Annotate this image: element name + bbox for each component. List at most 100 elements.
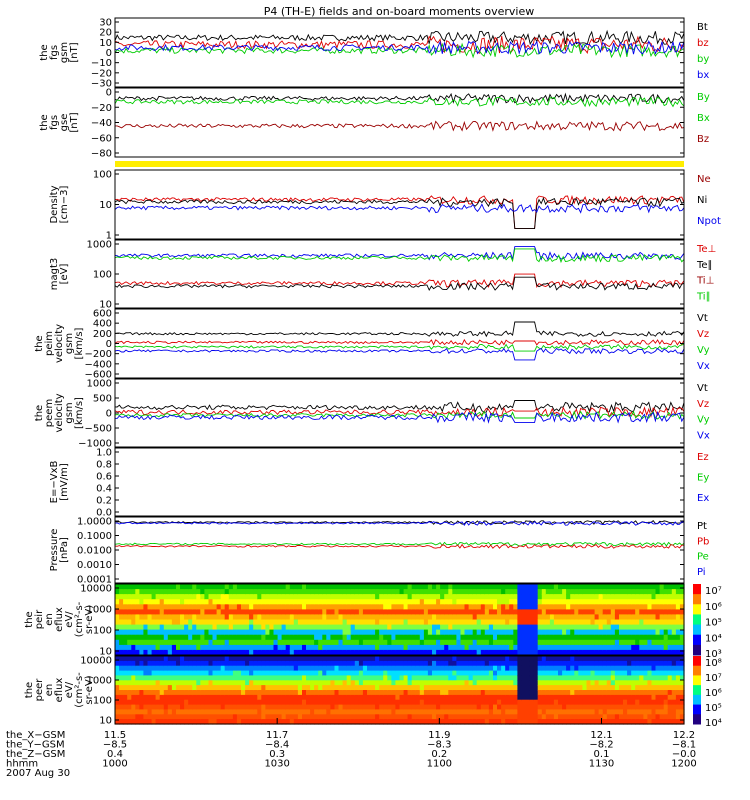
legend-density-2: Npot — [697, 216, 721, 227]
spectrogram-cell — [375, 624, 380, 631]
spectrogram-cell — [505, 665, 510, 672]
spectrogram-cell — [505, 619, 510, 626]
spectrogram-cell — [127, 624, 132, 631]
spectrogram-cell — [582, 589, 588, 595]
spectrogram-cell — [297, 649, 303, 656]
spectrogram-cell — [427, 690, 433, 696]
spectrogram-cell — [387, 594, 392, 600]
spectrogram-cell — [399, 699, 405, 706]
spectrogram-cell — [310, 609, 315, 616]
spectrogram-cell — [326, 594, 331, 600]
spectrogram-cell — [306, 665, 311, 672]
spectrogram-cell — [188, 619, 193, 626]
spectrogram-cell — [651, 639, 657, 646]
spectrogram-cell — [212, 709, 218, 715]
spectrogram-cell — [582, 709, 588, 715]
spectrogram-cell — [570, 656, 575, 662]
spectrogram-cell — [249, 609, 254, 616]
spectrogram-cell — [314, 594, 319, 600]
spectrogram-cell — [529, 680, 535, 686]
spectrogram-cell — [245, 604, 250, 610]
spectrogram-cell — [383, 614, 388, 621]
spectrogram-cell — [273, 624, 279, 631]
spectrogram-cell — [452, 685, 457, 691]
spectrogram-cell — [371, 649, 376, 656]
spectrogram-cell — [488, 699, 494, 706]
spectrogram-cell — [497, 675, 502, 681]
spectrogram-cell — [619, 675, 624, 681]
spectrogram-cell — [407, 660, 413, 667]
spectrogram-cell — [411, 594, 417, 600]
spectrogram-cell — [293, 665, 299, 672]
spectrogram-cell — [265, 714, 271, 720]
spectrogram-cell — [245, 709, 250, 715]
spectrogram-cell — [139, 629, 145, 636]
spectrogram-cell — [249, 594, 254, 600]
spectrogram-cell — [330, 665, 336, 672]
spectrogram-cell — [314, 656, 319, 662]
spectrogram-cell — [362, 694, 368, 701]
y-tick-label: −20 — [91, 68, 112, 79]
spectrogram-cell — [318, 656, 323, 662]
spectrogram-cell — [647, 699, 653, 706]
spectrogram-cell — [322, 599, 327, 605]
spectrogram-cell — [224, 599, 230, 605]
spectrogram-cell — [342, 584, 348, 590]
spectrogram-cell — [558, 594, 563, 600]
spectrogram-cell — [358, 699, 364, 706]
spectrogram-cell — [245, 629, 250, 636]
spectrogram-cell — [192, 584, 197, 590]
spectrogram-cell — [440, 680, 445, 686]
spectrogram-cell — [241, 680, 246, 686]
spectrogram-cell — [236, 599, 242, 605]
spectrogram-cell — [119, 634, 124, 641]
spectrogram-cell — [362, 714, 368, 720]
spectrogram-cell — [196, 670, 201, 677]
spectrogram-cell — [606, 690, 612, 696]
spectrogram-cell — [582, 629, 588, 636]
spectrogram-cell — [598, 629, 604, 636]
spectrogram-cell — [354, 680, 360, 686]
spectrogram-cell — [326, 629, 331, 636]
spectrogram-cell — [358, 656, 364, 662]
spectrogram-cell — [497, 660, 502, 667]
spectrogram-cell — [399, 649, 405, 656]
spectrogram-cell — [322, 680, 327, 686]
spectrogram-cell — [314, 619, 319, 626]
spectrogram-cell — [574, 656, 579, 662]
spectrogram-cell — [529, 714, 535, 720]
y-axis-label-line: eV/ — [64, 681, 75, 698]
spectrogram-cell — [423, 614, 429, 621]
spectrogram-cell — [362, 690, 368, 696]
spectrogram-cell — [269, 619, 275, 626]
spectrogram-cell — [200, 649, 205, 656]
spectrogram-cell — [427, 719, 433, 725]
spectrogram-cell — [350, 660, 356, 667]
spectrogram-cell — [204, 624, 210, 631]
spectrogram-cell — [334, 604, 340, 610]
spectrogram-cell — [167, 714, 173, 720]
spectrogram-cell — [119, 665, 124, 672]
spectrogram-cell — [493, 594, 498, 600]
spectrogram-cell — [269, 624, 275, 631]
spectrogram-cell — [281, 680, 287, 686]
spectrogram-cell — [537, 619, 543, 626]
spectrogram-cell — [456, 694, 462, 701]
spectrogram-cell — [367, 644, 372, 651]
spectrogram-cell — [566, 709, 571, 715]
spectrogram-cell — [606, 604, 612, 610]
y-axis-label: Pressure[nPa] — [49, 529, 70, 572]
spectrogram-cell — [245, 594, 250, 600]
spectrogram-cell — [415, 629, 421, 636]
spectrogram-cell — [537, 649, 543, 656]
spectrogram-cell — [521, 614, 527, 621]
spectrogram-cell — [529, 584, 535, 590]
spectrogram-cell — [399, 719, 405, 725]
spectrogram-cell — [342, 599, 348, 605]
spectrogram-cell — [253, 656, 258, 662]
spectrogram-cell — [257, 719, 262, 725]
spectrogram-cell — [293, 704, 299, 711]
spectrogram-cell — [651, 614, 657, 621]
spectrogram-cell — [497, 690, 502, 696]
